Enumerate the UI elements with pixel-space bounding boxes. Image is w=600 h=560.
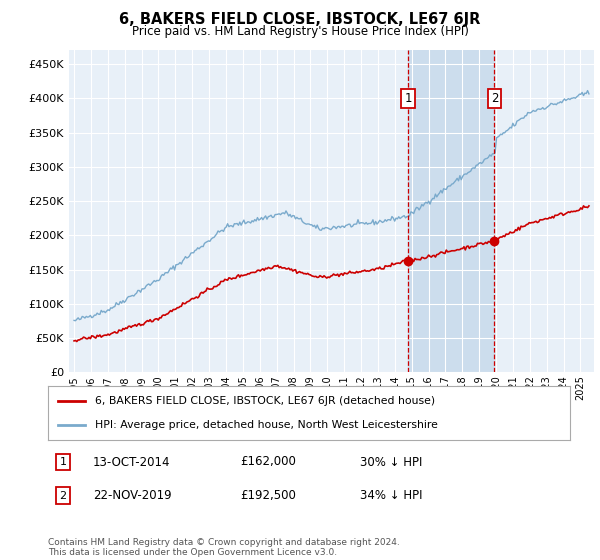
Text: 22-NOV-2019: 22-NOV-2019 <box>93 489 172 502</box>
Bar <box>408 50 494 372</box>
Text: £162,000: £162,000 <box>240 455 296 469</box>
Text: Price paid vs. HM Land Registry's House Price Index (HPI): Price paid vs. HM Land Registry's House … <box>131 25 469 38</box>
Text: 13-OCT-2014: 13-OCT-2014 <box>93 455 170 469</box>
Text: 2: 2 <box>59 491 67 501</box>
Text: 2: 2 <box>491 92 498 105</box>
Text: 1: 1 <box>59 457 67 467</box>
Text: HPI: Average price, detached house, North West Leicestershire: HPI: Average price, detached house, Nort… <box>95 419 438 430</box>
Text: 6, BAKERS FIELD CLOSE, IBSTOCK, LE67 6JR: 6, BAKERS FIELD CLOSE, IBSTOCK, LE67 6JR <box>119 12 481 27</box>
Text: Contains HM Land Registry data © Crown copyright and database right 2024.
This d: Contains HM Land Registry data © Crown c… <box>48 538 400 557</box>
Text: 30% ↓ HPI: 30% ↓ HPI <box>360 455 422 469</box>
Text: 6, BAKERS FIELD CLOSE, IBSTOCK, LE67 6JR (detached house): 6, BAKERS FIELD CLOSE, IBSTOCK, LE67 6JR… <box>95 396 435 407</box>
Text: 1: 1 <box>404 92 412 105</box>
Text: £192,500: £192,500 <box>240 489 296 502</box>
Text: 34% ↓ HPI: 34% ↓ HPI <box>360 489 422 502</box>
